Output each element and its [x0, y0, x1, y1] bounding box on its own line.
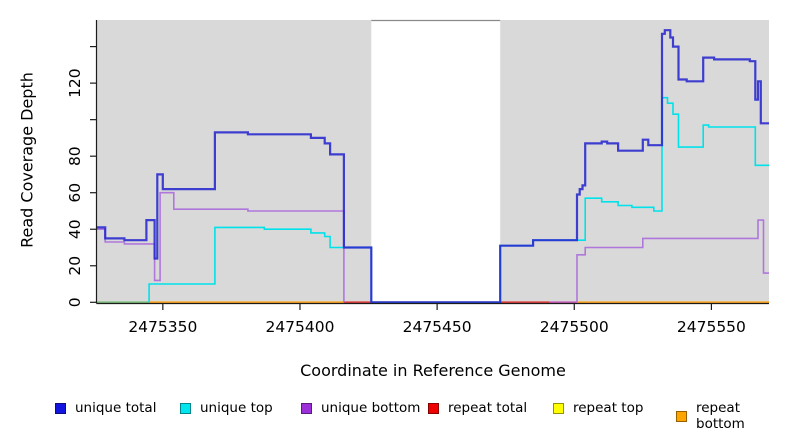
x-tick-label: 2475550	[677, 318, 746, 336]
legend-label: repeat bottom	[696, 400, 745, 432]
legend-label: repeat top	[573, 400, 644, 416]
x-tick-label: 2475500	[540, 318, 609, 336]
y-axis-ticks: 0 20 40 60 80 120	[66, 45, 97, 307]
legend-swatch-unique-bottom	[301, 402, 312, 414]
y-tick-label: 40	[66, 219, 84, 239]
y-tick-label: 0	[66, 297, 84, 307]
y-tick-label: 120	[66, 68, 84, 98]
x-tick-label: 2475400	[265, 318, 334, 336]
legend-item-repeat-total: repeat total	[428, 400, 527, 416]
legend-swatch-repeat-bottom	[676, 410, 687, 422]
legend-label: unique bottom	[321, 400, 421, 416]
legend-item-unique-bottom: unique bottom	[301, 400, 420, 416]
y-tick-label: 60	[66, 183, 84, 203]
series-line	[97, 29, 769, 304]
legend-item-repeat-bottom: repeat bottom	[676, 400, 792, 432]
y-axis-label: Read Coverage Depth	[17, 72, 37, 248]
x-tick-label: 2475450	[403, 318, 472, 336]
series-unique-total	[97, 29, 769, 304]
legend-swatch-unique-top	[180, 402, 191, 414]
x-axis-ticks: 2475350 2475400 2475450 2475500 2475550	[128, 303, 746, 336]
chart-svg: 2475350 2475400 2475450 2475500 2475550 0 20 40…	[66, 19, 769, 336]
legend-label: unique top	[200, 400, 273, 416]
legend-item-repeat-top: repeat top	[553, 400, 643, 416]
legend-swatch-repeat-total	[428, 402, 439, 414]
legend-item-unique-top: unique top	[180, 400, 273, 416]
series-line	[576, 219, 769, 303]
axes	[95, 20, 769, 305]
x-tick-label: 2475350	[128, 318, 197, 336]
legend-label: repeat total	[448, 400, 528, 416]
y-tick-label: 80	[66, 146, 84, 166]
legend-label: unique total	[75, 400, 157, 416]
legend-swatch-repeat-top	[553, 402, 564, 414]
series-line	[148, 96, 769, 304]
legend-swatch-unique-total	[55, 402, 66, 414]
y-tick-label: 20	[66, 256, 84, 276]
series-unique-bottom	[97, 191, 769, 303]
legend-item-unique-total: unique total	[55, 400, 156, 416]
series-line	[97, 191, 345, 303]
series-unique-top	[148, 96, 769, 304]
x-axis-label: Coordinate in Reference Genome	[300, 361, 566, 380]
masked-region	[371, 20, 501, 303]
